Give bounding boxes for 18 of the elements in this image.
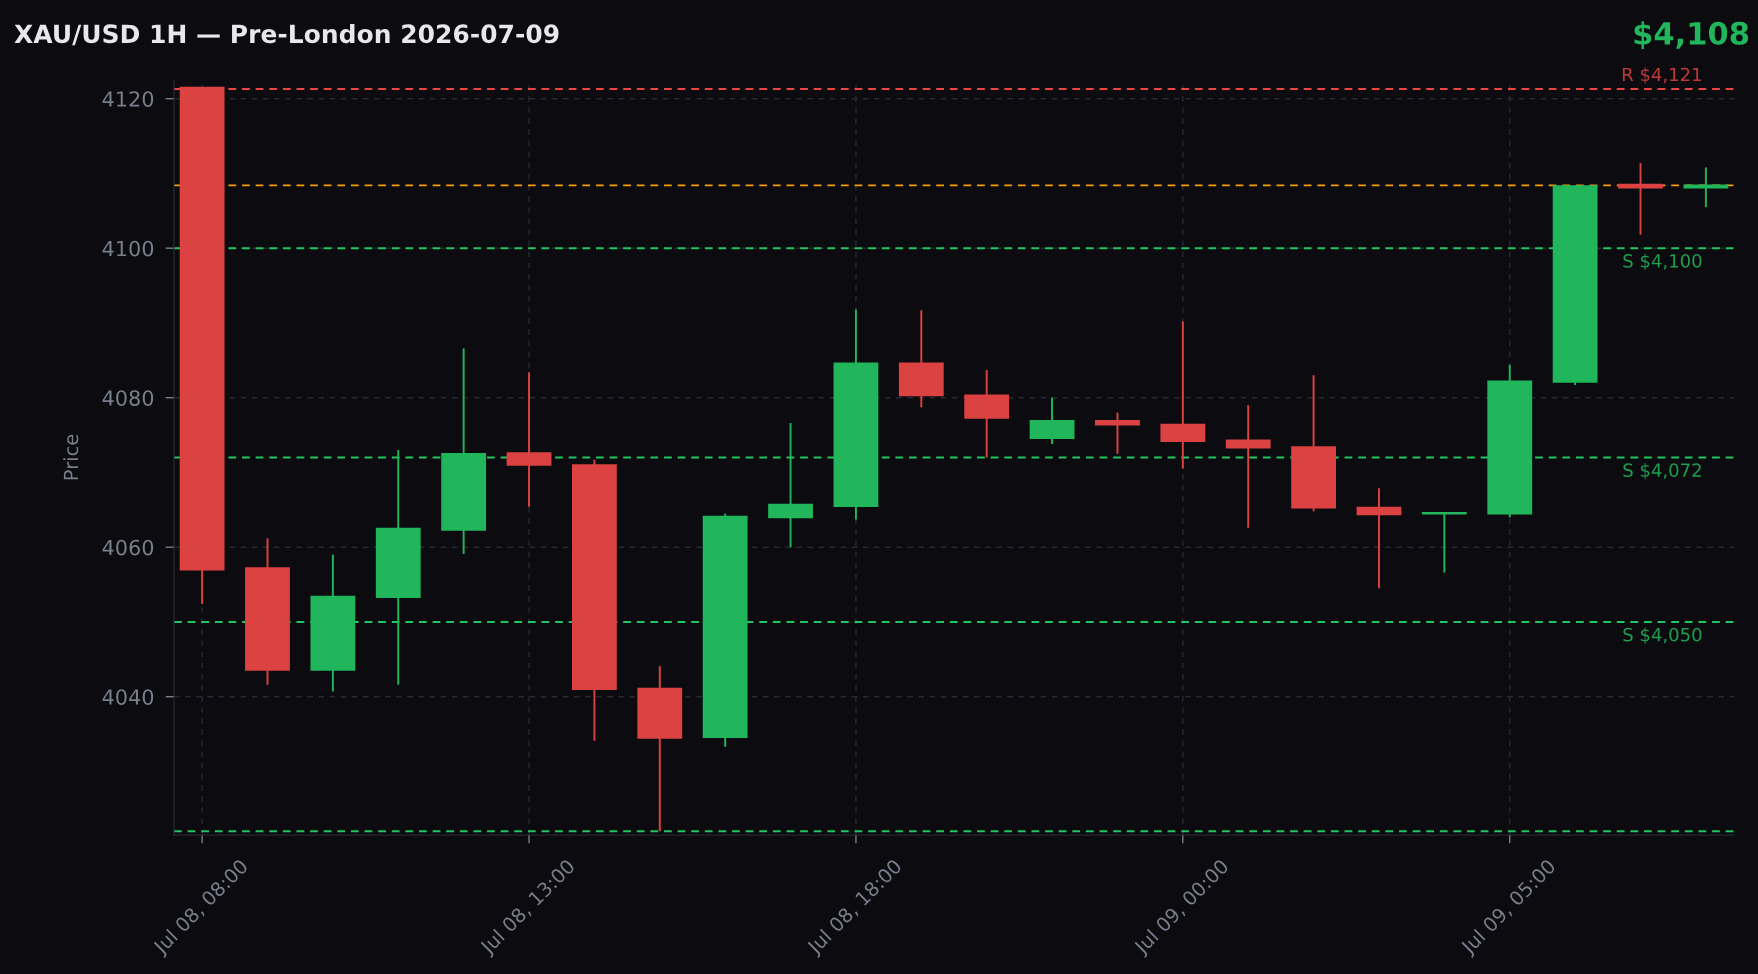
y-tick-label: 4040	[102, 689, 154, 705]
y-tick-label: 4080	[102, 390, 154, 406]
candlestick	[1356, 487, 1402, 590]
candlestick	[1095, 411, 1140, 455]
ref-line-label: S $4,072	[1623, 463, 1701, 480]
text: $4,108	[1634, 21, 1749, 49]
ref-line-label: R $4,121	[1622, 67, 1701, 84]
ref-line-label: S $4,100	[1623, 253, 1702, 271]
ref-line-label: S $4,050	[1623, 627, 1702, 644]
y-tick-label: 4120	[102, 91, 154, 107]
chart-title: XAU/USD 1H — Pre-London 2026-07-09	[14, 23, 559, 46]
y-tick-label: 4100	[102, 240, 154, 257]
y-axis-title: Price	[63, 434, 79, 480]
candlestick	[1225, 404, 1271, 529]
candlestick	[506, 371, 552, 508]
candlestick	[768, 422, 813, 549]
y-tick-label: 4060	[102, 539, 154, 556]
candlestick	[1160, 320, 1206, 470]
